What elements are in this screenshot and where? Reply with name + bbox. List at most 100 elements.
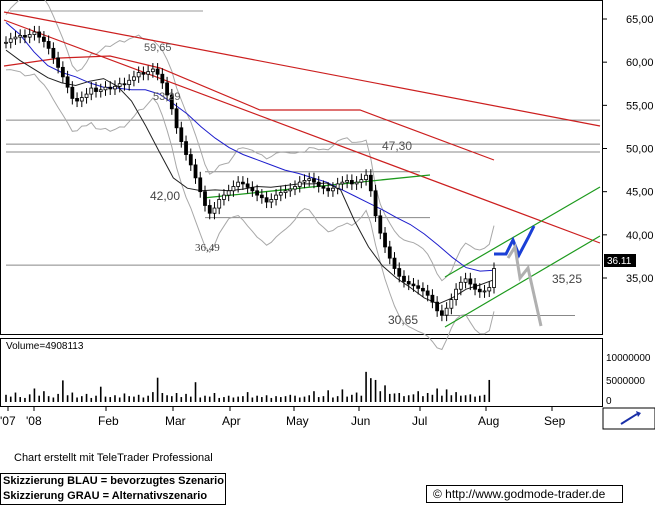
candle: [27, 28, 32, 44]
source-url[interactable]: © http://www.godmode-trader.de: [426, 485, 623, 503]
candle: [492, 262, 496, 294]
candle: [458, 276, 463, 296]
candle: [42, 31, 46, 48]
candle: [278, 186, 283, 202]
price-panel-frame: [0, 0, 603, 335]
x-tick-label: Jun: [351, 414, 370, 428]
candle: [402, 270, 406, 288]
band-lower: [5, 69, 495, 351]
candle: [18, 29, 23, 44]
annotation-target: 35,25: [552, 272, 582, 286]
candle: [155, 63, 160, 81]
candle: [274, 189, 278, 206]
uptrend-line-range: [202, 174, 431, 199]
price-tick-label: 65,00: [626, 14, 654, 26]
candle: [259, 189, 264, 204]
chart-credit: Chart erstellt mit TeleTrader Profession…: [14, 452, 213, 464]
candle: [65, 70, 70, 94]
candle: [288, 183, 293, 197]
x-tick-label: Mar: [165, 414, 186, 428]
candle: [108, 81, 113, 95]
x-tick-label: Jul: [412, 414, 427, 428]
candle: [345, 174, 350, 189]
candle: [331, 182, 335, 197]
candle: [117, 77, 122, 93]
candle: [397, 262, 402, 283]
candle: [411, 278, 416, 292]
candle: [13, 31, 18, 45]
candle: [487, 281, 492, 297]
candle: [250, 181, 255, 197]
stock-chart: 65,00 60,00 55,00 50,00 45,00 40,00 35,00 10000…: [0, 0, 655, 430]
candle: [316, 176, 321, 193]
candle: [188, 148, 193, 171]
candle: [421, 282, 425, 297]
candle: [146, 65, 151, 81]
candle: [255, 184, 260, 202]
candle: [103, 81, 108, 96]
annotation-low-1: 42,00: [150, 189, 180, 203]
candle: [364, 169, 368, 186]
axis-labels: 65,00 60,00 55,00 50,00 45,00 40,00 35,00 10000…: [0, 14, 654, 428]
candle: [8, 32, 13, 49]
x-tick-label: '08: [26, 414, 42, 428]
candle: [150, 63, 155, 78]
candle: [231, 180, 236, 197]
candle: [113, 80, 117, 95]
volume-bars: [5, 371, 491, 402]
candle: [283, 184, 288, 199]
candle: [56, 51, 61, 74]
candle: [392, 252, 397, 275]
scenario-legend: Skizzierung BLAU = bevorzugtes Szenario …: [0, 473, 226, 505]
candle: [75, 92, 79, 108]
price-candles: [4, 25, 496, 322]
volume-tick-label: 10000000: [606, 353, 651, 364]
candle: [406, 275, 411, 291]
annotation-low-2: 30,65: [388, 313, 418, 327]
last-price-tag-bg: [604, 254, 636, 267]
candle: [302, 174, 307, 189]
candle: [136, 66, 141, 83]
candle: [468, 272, 473, 291]
candle: [482, 284, 487, 298]
pencil-icon[interactable]: [620, 411, 641, 425]
candle: [463, 272, 468, 289]
candle: [98, 83, 103, 98]
candle: [236, 176, 241, 193]
price-tick-label: 45,00: [626, 187, 654, 199]
candle: [373, 184, 378, 222]
candle: [222, 189, 226, 206]
candle: [79, 91, 84, 108]
candle: [23, 29, 27, 44]
last-price-tag: 36.11: [607, 256, 632, 267]
candle: [312, 172, 316, 189]
annotation-level-1: 53,29: [153, 91, 181, 103]
candle: [169, 88, 174, 115]
candle: [435, 296, 440, 317]
candle: [425, 284, 430, 302]
candle: [321, 180, 326, 195]
x-tick-label: Feb: [98, 414, 119, 428]
candle: [60, 61, 65, 83]
candle: [378, 209, 383, 240]
candle: [160, 68, 165, 89]
volume-tick-label: 0: [606, 396, 612, 407]
candle: [416, 279, 421, 295]
scenario-sketches: [494, 225, 543, 327]
annotation-high-1: 59,65: [144, 42, 172, 54]
candle: [245, 177, 250, 194]
legend-gray-scenario: Skizzierung GRAU = Alternativszenario: [3, 490, 208, 502]
price-tick-label: 60,00: [626, 57, 654, 69]
candle: [179, 121, 184, 148]
candle: [198, 171, 203, 198]
volume-tick-label: 5000000: [606, 376, 645, 387]
price-tick-label: 35,00: [626, 273, 654, 285]
downtrend-line-long: [3, 11, 601, 127]
candle: [184, 135, 188, 161]
candle: [84, 88, 89, 104]
candle: [449, 293, 454, 315]
annotation-high-2: 47,30: [382, 139, 412, 153]
candle: [165, 76, 169, 102]
candle: [473, 278, 477, 296]
candle: [383, 227, 387, 253]
